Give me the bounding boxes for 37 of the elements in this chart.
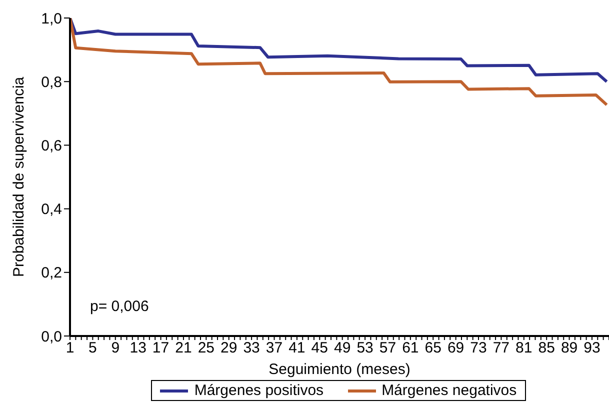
- x-tick-label: 21: [175, 340, 192, 357]
- legend-label: Márgenes positivos: [193, 382, 324, 399]
- x-tick-label: 65: [424, 340, 442, 357]
- x-tick-label: 49: [334, 340, 351, 357]
- line-series: [70, 18, 608, 84]
- x-tick-label: 85: [538, 340, 555, 357]
- y-tick-label: 0,8: [41, 74, 62, 91]
- x-tick-label: 29: [220, 340, 238, 357]
- x-tick-label: 89: [560, 340, 578, 357]
- x-tick-label: 77: [492, 340, 510, 357]
- y-axis-title: Probabilidad de supervivencia: [10, 76, 28, 277]
- x-axis-title: Seguimiento (meses): [268, 361, 410, 378]
- x-tick-label: 25: [198, 340, 215, 357]
- x-tick-label: 33: [243, 340, 260, 357]
- annotation: p= 0,006: [90, 298, 149, 315]
- x-tick-label: 69: [447, 340, 464, 357]
- line-series: [70, 18, 608, 106]
- x-tick-label: 41: [288, 340, 306, 357]
- x-tick-label: 17: [152, 340, 170, 357]
- x-tick-label: 13: [130, 340, 146, 357]
- x-tick-label: 53: [356, 340, 374, 357]
- y-tick-label: 0,2: [41, 264, 62, 282]
- x-tick-label: 73: [470, 340, 487, 357]
- x-tick-label: 37: [266, 340, 283, 357]
- y-tick-label: 1,0: [41, 10, 62, 28]
- x-tick-label: 57: [379, 340, 396, 357]
- x-tick-label: 61: [402, 340, 419, 357]
- x-tick-label: 81: [516, 340, 532, 357]
- x-tick-label: 1: [66, 340, 74, 357]
- y-tick-label: 0,0: [41, 328, 62, 346]
- y-tick-label: 0,6: [41, 138, 62, 155]
- x-tick-label: 45: [311, 340, 328, 357]
- x-tick-label: 9: [111, 340, 120, 357]
- y-tick-label: 0,4: [41, 201, 62, 218]
- x-tick-label: 93: [584, 340, 600, 357]
- x-tick-label: 5: [88, 340, 97, 357]
- legend-label: Márgenes negativos: [380, 382, 517, 399]
